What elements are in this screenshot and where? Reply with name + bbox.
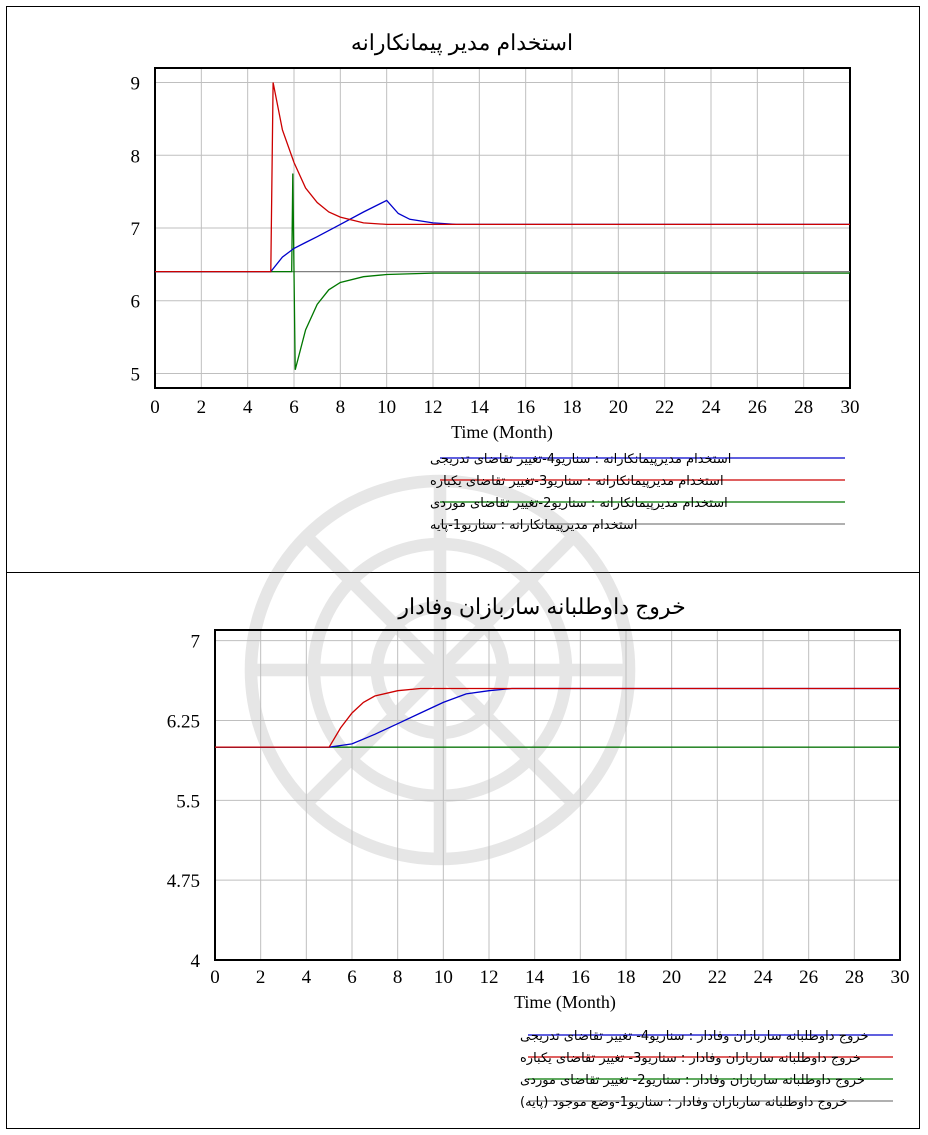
chart-2-xtick-label: 14 — [525, 967, 545, 988]
chart-2-xtick-label: 26 — [799, 967, 818, 988]
chart-1-plot-area — [154, 67, 851, 389]
chart-1-xtick-label: 8 — [336, 397, 346, 418]
chart-2-xtick-label: 4 — [302, 967, 312, 988]
panel-divider — [6, 572, 920, 573]
chart-1-legend-label-2: استخدام مدیرپیمانکارانه : سناریو3-تغییر … — [430, 474, 724, 489]
chart-2-legend-label-1: خروج داوطلبانه ساربازان وفادار : سناریو4… — [520, 1029, 869, 1044]
chart-1-xlabel: Time (Month) — [451, 422, 553, 443]
chart-2-xlabel: Time (Month) — [514, 992, 616, 1013]
chart-2-ytick-label: 6.25 — [167, 711, 200, 732]
chart-1-title: استخدام مدیر پیمانکارانه — [351, 30, 573, 56]
chart-2-xtick-label: 8 — [393, 967, 403, 988]
chart-1-xtick-label: 26 — [748, 397, 767, 418]
chart-2-plot-area — [214, 629, 901, 961]
chart-1-xtick-label: 2 — [197, 397, 207, 418]
chart-1-xtick-label: 20 — [609, 397, 628, 418]
chart-1-xtick-label: 30 — [841, 397, 860, 418]
chart-2: خروج داوطلبانه ساربازان وفادار 0 2 4 6 8 10 12… — [167, 594, 910, 1110]
chart-1-ytick-label: 8 — [131, 146, 141, 167]
chart-2-ytick-label: 4.75 — [167, 871, 200, 892]
chart-1-xtick-label: 14 — [470, 397, 490, 418]
chart-2-ytick-label: 5.5 — [176, 791, 200, 812]
chart-2-xtick-label: 16 — [571, 967, 590, 988]
chart-2-legend-label-2: خروج داوطلبانه ساربازان وفادار : سناریو3… — [520, 1051, 861, 1066]
chart-1-xtick-label: 28 — [794, 397, 813, 418]
chart-1-ytick-label: 6 — [131, 292, 141, 313]
chart-2-xtick-label: 12 — [480, 967, 499, 988]
chart-2-xtick-label: 0 — [210, 967, 220, 988]
chart-2-legend-label-4: خروج داوطلبانه ساربازان وفادار : سناریو1… — [520, 1095, 847, 1110]
chart-1-xtick-label: 10 — [377, 397, 396, 418]
chart-2-xtick-label: 24 — [754, 967, 774, 988]
chart-1-ytick-label: 5 — [131, 364, 141, 385]
chart-1-xtick-label: 12 — [424, 397, 443, 418]
chart-1-series-line-1 — [155, 199, 850, 273]
chart-1-series-line-3 — [155, 173, 850, 370]
chart-2-series-line-2 — [215, 687, 900, 748]
chart-1-xtick-label: 0 — [150, 397, 160, 418]
chart-1-ytick-label: 7 — [131, 219, 141, 240]
chart-2-xtick-label: 20 — [662, 967, 681, 988]
chart-2-xtick-label: 28 — [845, 967, 864, 988]
chart-2-title: خروج داوطلبانه ساربازان وفادار — [397, 594, 685, 620]
chart-2-ytick-label: 7 — [191, 632, 201, 653]
chart-1-xtick-label: 6 — [289, 397, 299, 418]
chart-1-legend-label-1: استخدام مدیرپیمانکارانه : سناریو4-تغییر … — [430, 452, 731, 467]
chart-1-xtick-label: 16 — [516, 397, 535, 418]
chart-2-xtick-label: 10 — [434, 967, 453, 988]
chart-2-xtick-label: 30 — [891, 967, 910, 988]
chart-2-legend-label-3: خروج داوطلبانه ساربازان وفادار : سناریو2… — [520, 1073, 865, 1088]
chart-1-ytick-label: 9 — [131, 74, 141, 95]
chart-1-legend-label-3: استخدام مدیرپیمانکارانه : سناریو2-تغییر … — [430, 496, 728, 511]
chart-2-xtick-label: 2 — [256, 967, 266, 988]
chart-panel-2: خروج داوطلبانه ساربازان وفادار 0 2 4 6 8 10 12… — [0, 572, 928, 1132]
chart-panel-1: استخدام مدیر پیمانکارانه 0 2 4 6 8 10 12 14 16 18… — [0, 8, 928, 568]
chart-1-xtick-label: 4 — [243, 397, 253, 418]
chart-1-xtick-label: 18 — [563, 397, 582, 418]
chart-1: استخدام مدیر پیمانکارانه 0 2 4 6 8 10 12 14 16 18… — [131, 30, 860, 533]
chart-1-xtick-label: 24 — [702, 397, 722, 418]
chart-2-ytick-label: 4 — [191, 951, 201, 972]
chart-2-xtick-label: 6 — [347, 967, 357, 988]
chart-1-series-line-2 — [155, 82, 850, 273]
figure-frame — [6, 6, 920, 1129]
chart-1-xtick-label: 22 — [655, 397, 674, 418]
chart-1-legend-label-4: استخدام مدیرپیمانکارانه : سناریو1-پایه — [430, 518, 637, 533]
chart-2-xtick-label: 18 — [617, 967, 636, 988]
chart-2-series-line-1 — [215, 687, 900, 748]
chart-2-xtick-label: 22 — [708, 967, 727, 988]
